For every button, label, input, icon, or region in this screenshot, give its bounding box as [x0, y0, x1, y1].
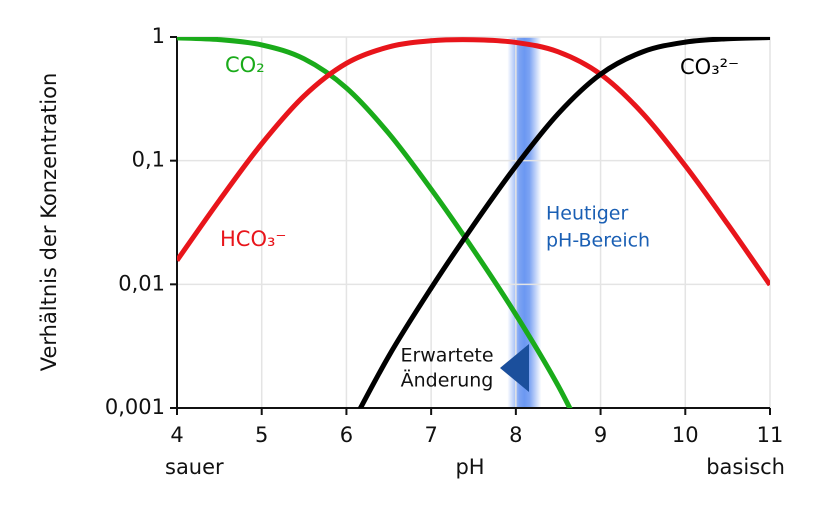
- annotation: Änderung: [401, 369, 494, 392]
- y-tick-label: 0,001: [105, 395, 165, 419]
- series-line: [177, 37, 573, 408]
- series-line: [357, 37, 770, 408]
- x-tick-label: 8: [509, 423, 522, 447]
- y-tick-label: 0,1: [132, 148, 165, 172]
- x-end-label: basisch: [706, 455, 785, 479]
- x-tick-label: 9: [594, 423, 607, 447]
- y-tick-label: 1: [152, 24, 165, 48]
- y-tick-label: 0,01: [118, 271, 165, 295]
- x-tick-label: 6: [340, 423, 353, 447]
- x-tick-label: 11: [757, 423, 784, 447]
- series-line: [177, 37, 770, 287]
- x-tick-label: 10: [672, 423, 699, 447]
- series-label: HCO₃⁻: [220, 227, 287, 251]
- annotation: Erwartete: [400, 345, 493, 367]
- band-label: Heutiger: [546, 203, 628, 225]
- series-label: CO₃²⁻: [680, 55, 739, 79]
- x-tick-label: 7: [424, 423, 437, 447]
- y-axis-label: Verhältnis der Konzentration: [37, 73, 61, 372]
- series-label: CO₂: [225, 53, 265, 77]
- x-tick-label: 5: [255, 423, 268, 447]
- annotation-arrow: [500, 344, 529, 392]
- x-axis-label: pH: [455, 455, 484, 479]
- plot-area: [177, 37, 770, 408]
- x-end-label: sauer: [165, 455, 224, 479]
- x-tick-label: 4: [170, 423, 183, 447]
- band-label: pH-Bereich: [546, 230, 650, 252]
